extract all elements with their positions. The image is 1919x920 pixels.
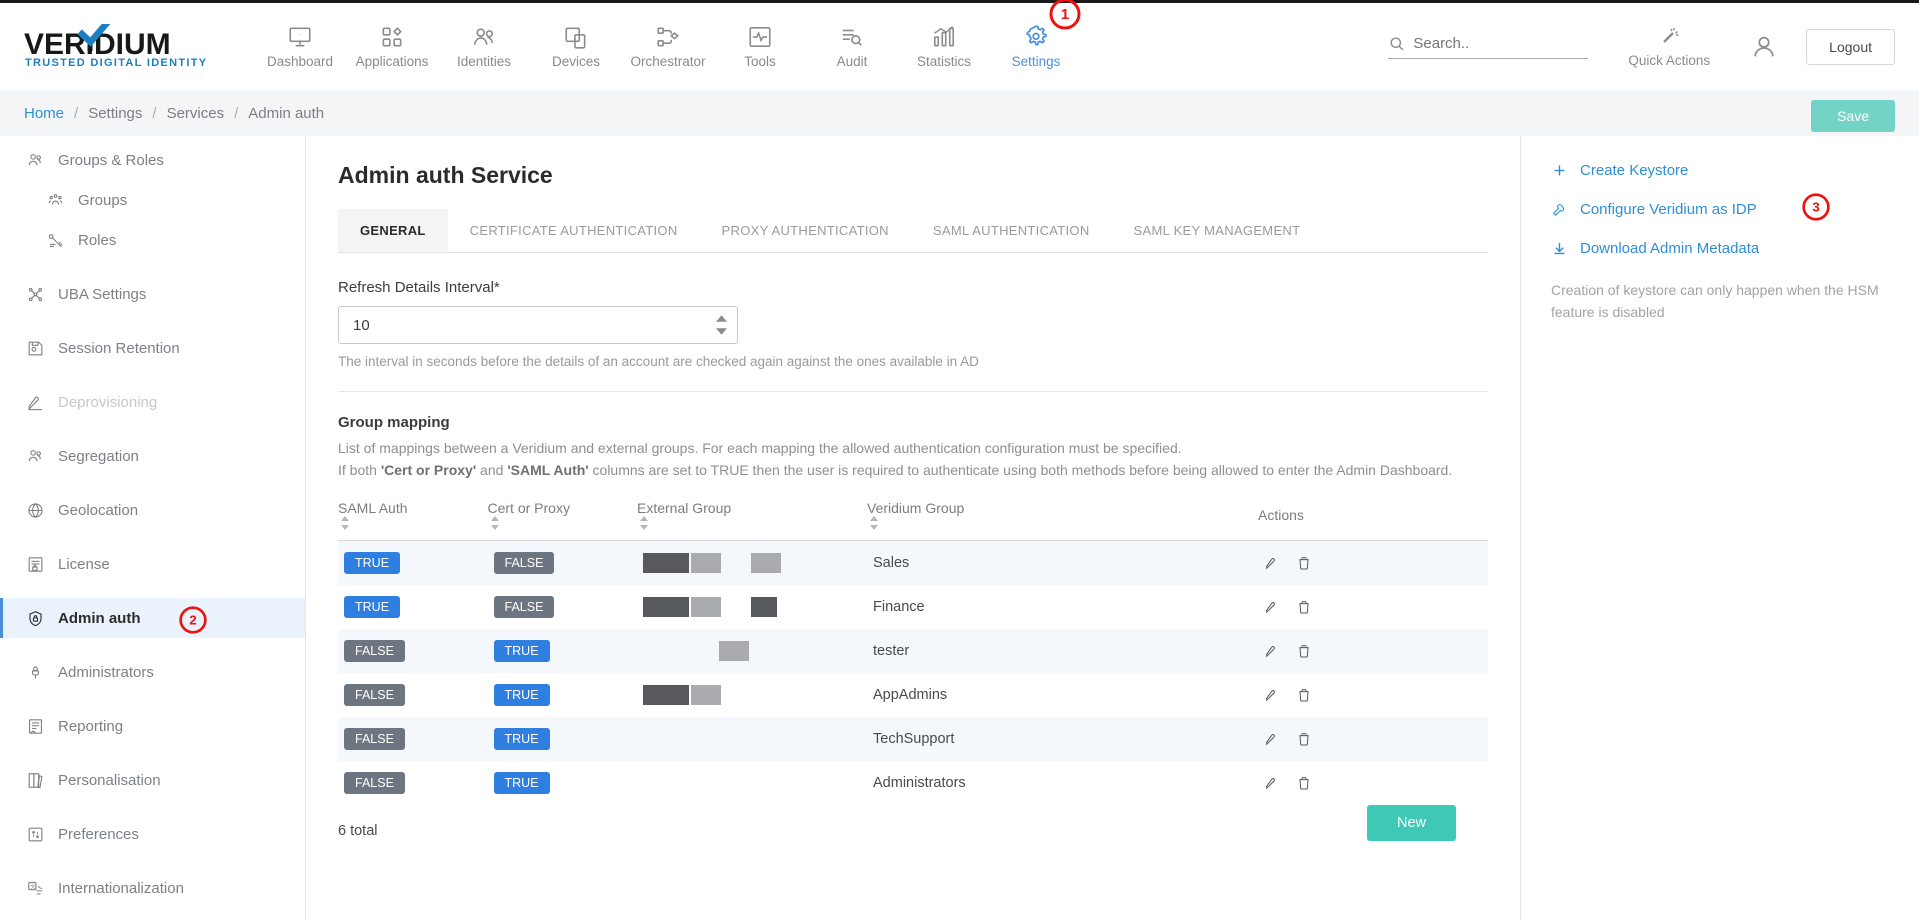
svg-text:TRUSTED DIGITAL IDENTITY: TRUSTED DIGITAL IDENTITY	[25, 57, 207, 69]
svg-text:3: 3	[1812, 199, 1819, 214]
svg-text:文: 文	[30, 882, 35, 890]
svg-text:2: 2	[189, 612, 196, 627]
svg-text:1: 1	[1061, 6, 1069, 23]
